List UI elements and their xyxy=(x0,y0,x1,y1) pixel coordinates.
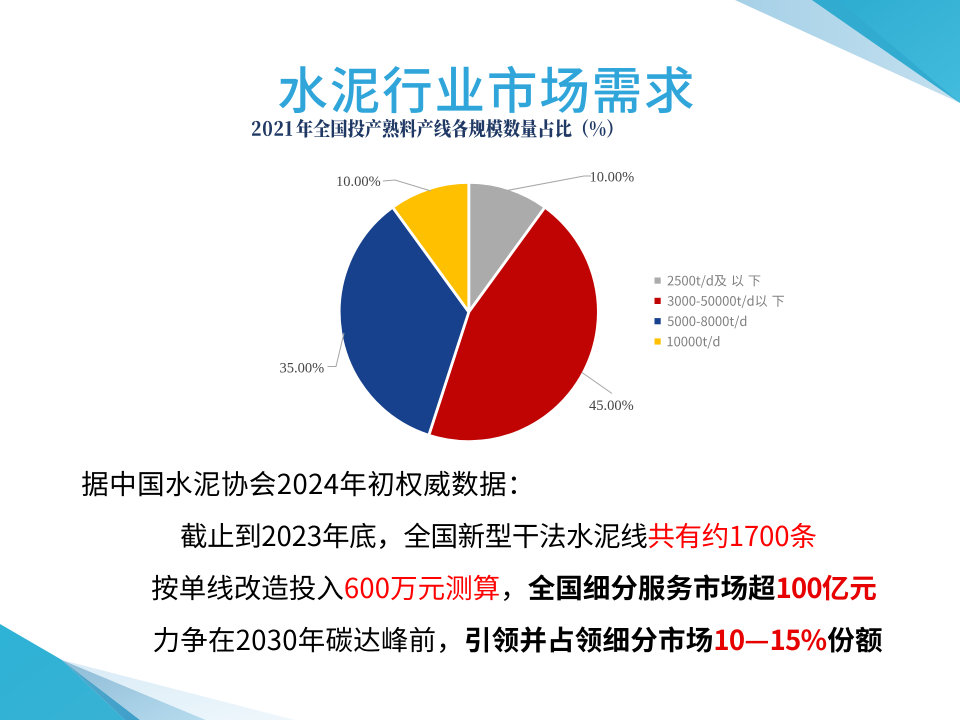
svg-text:10.00%: 10.00% xyxy=(590,170,635,186)
svg-text:35.00%: 35.00% xyxy=(280,360,325,376)
svg-text:45.00%: 45.00% xyxy=(589,398,634,414)
svg-text:10.00%: 10.00% xyxy=(336,174,381,190)
